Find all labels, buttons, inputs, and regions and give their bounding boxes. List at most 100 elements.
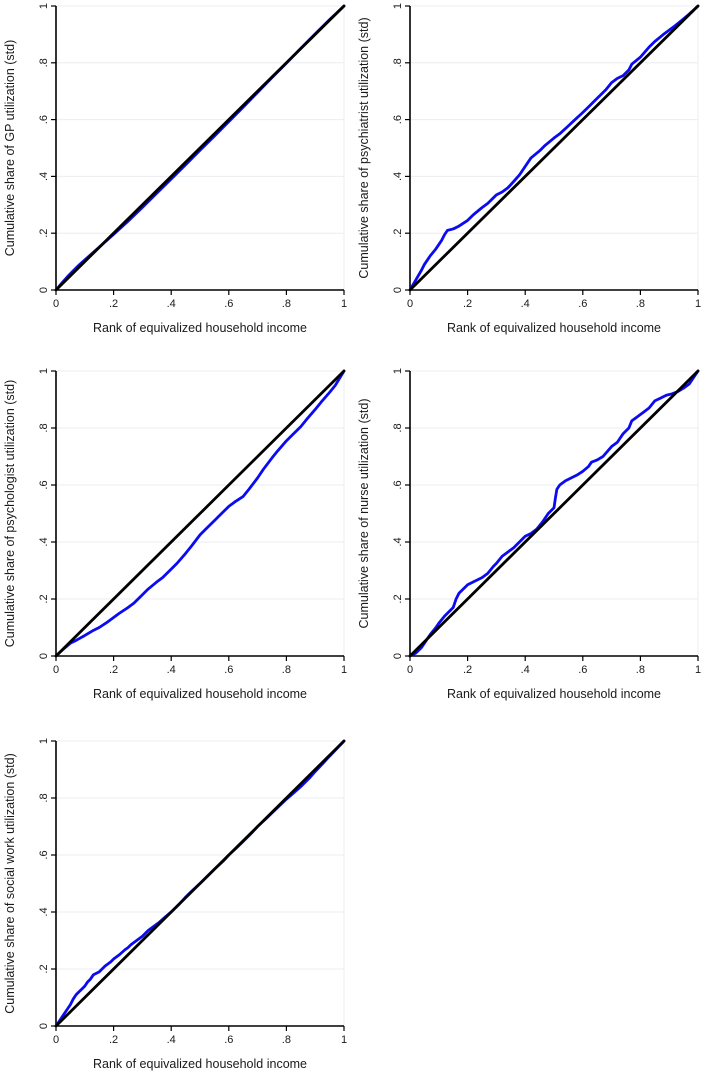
x-tick-label: .4 bbox=[167, 664, 176, 676]
y-tick-label: 0 bbox=[392, 287, 404, 293]
x-tick-label: .4 bbox=[521, 664, 530, 676]
y-tick-label: 1 bbox=[392, 368, 404, 374]
y-tick-labels: 0 .2 .4 .6 .8 1 bbox=[38, 3, 50, 293]
equality-diagonal-line bbox=[408, 369, 700, 658]
y-tick-label: 0 bbox=[38, 287, 50, 293]
plot-psychiatrist-utilization: 0 .2 .4 .6 .8 1 0 .2 .4 .6 .8 1 Rank of equivalize… bbox=[354, 0, 708, 360]
empty-cell bbox=[354, 730, 708, 1078]
x-tick-label: .8 bbox=[282, 664, 291, 676]
axes bbox=[55, 6, 344, 291]
equality-diagonal-line bbox=[54, 739, 346, 1028]
y-tick-label: .6 bbox=[38, 480, 50, 489]
x-tick-labels: 0 .2 .4 .6 .8 1 bbox=[53, 298, 347, 310]
y-tick-label: .4 bbox=[38, 537, 50, 546]
x-tick-label: .2 bbox=[109, 298, 118, 310]
axes bbox=[55, 741, 344, 1027]
x-tick-label: .4 bbox=[167, 298, 176, 310]
x-tick-label: 0 bbox=[53, 298, 59, 310]
y-tick-label: .4 bbox=[392, 172, 404, 181]
x-tick-label: .4 bbox=[167, 1034, 176, 1046]
gridlines bbox=[410, 370, 699, 656]
y-tick-label: .2 bbox=[392, 229, 404, 238]
y-tick-label: 1 bbox=[38, 368, 50, 374]
y-tick-label: .6 bbox=[38, 115, 50, 124]
y-tick-label: .6 bbox=[38, 850, 50, 859]
x-tick-labels: 0 .2 .4 .6 .8 1 bbox=[407, 664, 701, 676]
y-tick-labels: 0 .2 .4 .6 .8 1 bbox=[392, 368, 404, 659]
x-tick-label: .4 bbox=[521, 298, 530, 310]
y-tick-label: .8 bbox=[392, 423, 404, 432]
x-tick-labels: 0 .2 .4 .6 .8 1 bbox=[407, 298, 701, 310]
y-tick-label: .4 bbox=[392, 537, 404, 546]
plot-psychologist-utilization: 0 .2 .4 .6 .8 1 0 .2 .4 .6 .8 1 Rank of equivalize… bbox=[0, 360, 354, 730]
gridlines bbox=[56, 370, 345, 656]
x-axis-title: Rank of equivalized household income bbox=[447, 321, 661, 335]
x-tick-label: 0 bbox=[53, 664, 59, 676]
tick-marks bbox=[405, 5, 699, 295]
y-tick-label: .8 bbox=[38, 423, 50, 432]
concentration-curve bbox=[408, 369, 700, 658]
x-tick-label: .8 bbox=[282, 1034, 291, 1046]
x-tick-label: .6 bbox=[224, 1034, 233, 1046]
y-tick-label: 0 bbox=[38, 1023, 50, 1029]
x-axis-title: Rank of equivalized household income bbox=[93, 1057, 307, 1071]
x-tick-label: .8 bbox=[636, 664, 645, 676]
y-tick-labels: 0 .2 .4 .6 .8 1 bbox=[38, 368, 50, 659]
y-tick-label: .6 bbox=[392, 115, 404, 124]
x-tick-label: 1 bbox=[695, 664, 701, 676]
x-axis-title: Rank of equivalized household income bbox=[93, 687, 307, 701]
x-tick-label: 1 bbox=[341, 664, 347, 676]
x-tick-label: 0 bbox=[407, 298, 413, 310]
y-tick-label: .8 bbox=[392, 58, 404, 67]
axes bbox=[409, 371, 698, 657]
x-tick-label: .2 bbox=[463, 298, 472, 310]
y-axis-title: Cumulative share of GP utilization (std) bbox=[3, 40, 17, 257]
y-tick-label: .8 bbox=[38, 58, 50, 67]
x-tick-label: 1 bbox=[341, 298, 347, 310]
plot-gp-utilization: 0 .2 .4 .6 .8 1 0 .2 .4 .6 .8 1 Rank of equivalize… bbox=[0, 0, 354, 360]
y-tick-label: .2 bbox=[38, 229, 50, 238]
y-tick-label: 1 bbox=[38, 738, 50, 744]
x-tick-label: 1 bbox=[695, 298, 701, 310]
plot-social-work-utilization: 0 .2 .4 .6 .8 1 0 .2 .4 .6 .8 1 Rank of equivalize… bbox=[0, 730, 354, 1078]
x-tick-label: 0 bbox=[53, 1034, 59, 1046]
y-tick-labels: 0 .2 .4 .6 .8 1 bbox=[392, 3, 404, 293]
y-tick-labels: 0 .2 .4 .6 .8 1 bbox=[38, 738, 50, 1029]
x-tick-label: .8 bbox=[636, 298, 645, 310]
plot-nurse-utilization: 0 .2 .4 .6 .8 1 0 .2 .4 .6 .8 1 Rank of equivalize… bbox=[354, 360, 708, 730]
y-tick-label: .2 bbox=[38, 964, 50, 973]
equality-diagonal-line bbox=[54, 369, 346, 658]
x-tick-labels: 0 .2 .4 .6 .8 1 bbox=[53, 664, 347, 676]
y-tick-label: .6 bbox=[392, 480, 404, 489]
y-tick-label: 0 bbox=[38, 653, 50, 659]
x-tick-label: .8 bbox=[282, 298, 291, 310]
y-axis-title: Cumulative share of social work utilizat… bbox=[3, 753, 17, 1014]
x-axis-title: Rank of equivalized household income bbox=[447, 687, 661, 701]
y-tick-label: .2 bbox=[38, 594, 50, 603]
concentration-curve bbox=[408, 4, 700, 292]
equality-diagonal-line bbox=[54, 4, 346, 292]
y-tick-label: 1 bbox=[38, 3, 50, 9]
axes bbox=[55, 371, 344, 657]
equality-diagonal-line bbox=[408, 4, 700, 292]
x-tick-label: .6 bbox=[578, 664, 587, 676]
x-tick-label: .2 bbox=[109, 1034, 118, 1046]
concentration-curve bbox=[54, 369, 346, 658]
tick-marks bbox=[51, 5, 345, 295]
x-tick-label: .2 bbox=[463, 664, 472, 676]
y-axis-title: Cumulative share of psychologist utiliza… bbox=[3, 380, 17, 647]
x-axis-title: Rank of equivalized household income bbox=[93, 321, 307, 335]
x-tick-label: .6 bbox=[578, 298, 587, 310]
y-tick-label: .4 bbox=[38, 172, 50, 181]
y-tick-label: .2 bbox=[392, 594, 404, 603]
x-tick-label: 0 bbox=[407, 664, 413, 676]
y-tick-label: .4 bbox=[38, 907, 50, 916]
y-tick-label: 0 bbox=[392, 653, 404, 659]
x-tick-label: .2 bbox=[109, 664, 118, 676]
x-tick-label: .6 bbox=[224, 298, 233, 310]
gridlines bbox=[410, 5, 699, 290]
y-tick-label: .8 bbox=[38, 793, 50, 802]
axes bbox=[409, 6, 698, 291]
x-tick-label: .6 bbox=[224, 664, 233, 676]
